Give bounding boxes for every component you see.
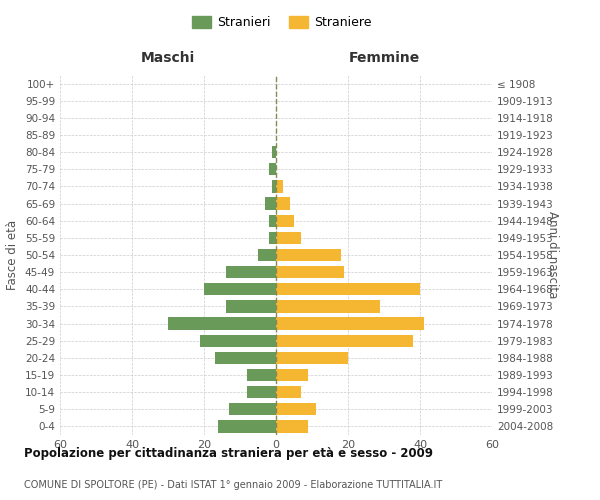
Bar xyxy=(168,318,276,330)
Y-axis label: Fasce di età: Fasce di età xyxy=(7,220,19,290)
Bar xyxy=(215,352,276,364)
Legend: Stranieri, Straniere: Stranieri, Straniere xyxy=(187,11,377,34)
Bar xyxy=(218,420,276,432)
Bar xyxy=(229,403,276,415)
Text: Femmine: Femmine xyxy=(349,50,419,64)
Bar xyxy=(276,352,348,364)
Bar xyxy=(272,146,276,158)
Bar xyxy=(276,300,380,312)
Bar xyxy=(276,386,301,398)
Y-axis label: Anni di nascita: Anni di nascita xyxy=(546,212,559,298)
Bar xyxy=(276,249,341,261)
Bar xyxy=(276,266,344,278)
Bar xyxy=(269,163,276,175)
Bar xyxy=(276,214,294,227)
Bar xyxy=(276,318,424,330)
Bar xyxy=(276,420,308,432)
Bar xyxy=(276,403,316,415)
Bar xyxy=(276,334,413,347)
Text: Popolazione per cittadinanza straniera per età e sesso - 2009: Popolazione per cittadinanza straniera p… xyxy=(24,448,433,460)
Bar xyxy=(226,300,276,312)
Bar xyxy=(226,266,276,278)
Bar xyxy=(276,369,308,381)
Text: Maschi: Maschi xyxy=(141,50,195,64)
Bar xyxy=(269,214,276,227)
Bar xyxy=(269,232,276,244)
Bar xyxy=(276,198,290,209)
Bar xyxy=(247,386,276,398)
Bar xyxy=(200,334,276,347)
Bar xyxy=(247,369,276,381)
Bar xyxy=(276,180,283,192)
Bar xyxy=(272,180,276,192)
Bar xyxy=(258,249,276,261)
Bar xyxy=(265,198,276,209)
Text: COMUNE DI SPOLTORE (PE) - Dati ISTAT 1° gennaio 2009 - Elaborazione TUTTITALIA.I: COMUNE DI SPOLTORE (PE) - Dati ISTAT 1° … xyxy=(24,480,442,490)
Bar xyxy=(276,283,420,296)
Bar xyxy=(276,232,301,244)
Bar xyxy=(204,283,276,296)
